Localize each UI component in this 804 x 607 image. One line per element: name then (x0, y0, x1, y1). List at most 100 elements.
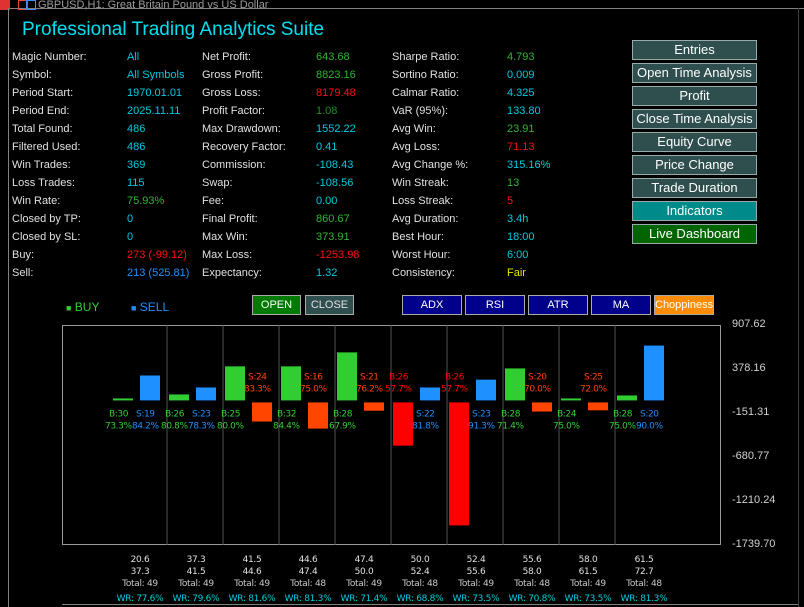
stat-label: Avg Loss: (392, 141, 441, 153)
group-total-label: Total: 48 (402, 579, 438, 589)
stat-value: 2025.11.11 (127, 105, 181, 117)
nav-button-profit[interactable]: Profit (632, 86, 757, 106)
atr-indicator-button[interactable]: ATR (528, 295, 588, 315)
nav-button-close-time-analysis[interactable]: Close Time Analysis (632, 109, 757, 129)
rsi-indicator-button[interactable]: RSI (465, 295, 525, 315)
buy-winrate-label: 75.0% (609, 421, 636, 431)
buy-bar (281, 366, 301, 401)
sell-winrate-label: 81.8% (412, 421, 439, 431)
sell-count-label: S:23 (192, 409, 211, 419)
group-total-label: Total: 49 (178, 579, 214, 589)
range-to-label: 55.6 (466, 567, 486, 577)
nav-button-equity-curve[interactable]: Equity Curve (632, 132, 757, 152)
stat-value: 23.91 (507, 123, 535, 135)
nav-button-price-change[interactable]: Price Change (632, 155, 757, 175)
buy-winrate-label: 75.0% (553, 421, 580, 431)
stat-value: -1253.98 (316, 249, 360, 261)
stat-label: Win Streak: (392, 177, 449, 189)
stat-label: Gross Loss: (202, 87, 261, 99)
choppiness-indicator-button[interactable]: Choppiness (654, 295, 714, 315)
stat-label: Max Win: (202, 231, 248, 243)
stat-label: Win Rate: (12, 195, 61, 207)
stat-value: 133.80 (507, 105, 541, 117)
range-from-label: 58.0 (578, 555, 598, 565)
group-winrate-label: WR: 71.4% (340, 594, 388, 604)
stat-value: 8179.48 (316, 87, 356, 99)
sell-count-label: S:24 (248, 372, 267, 382)
sell-bar (252, 402, 272, 422)
adx-indicator-button[interactable]: ADX (402, 295, 462, 315)
stat-label: Closed by TP: (12, 213, 81, 225)
range-to-label: 52.4 (410, 567, 430, 577)
panel-title: Professional Trading Analytics Suite (22, 19, 325, 40)
sell-winrate-label: 83.3% (244, 384, 271, 394)
stat-label: Swap: (202, 177, 233, 189)
stat-value: 643.68 (316, 51, 350, 63)
sell-winrate-label: 84.2% (132, 421, 159, 431)
buy-bar (337, 352, 357, 401)
stat-value: 0.41 (316, 141, 338, 153)
stat-value: 1970.01.01 (127, 87, 183, 99)
range-to-label: 37.3 (130, 567, 150, 577)
range-to-label: 72.7 (634, 567, 654, 577)
nav-button-open-time-analysis[interactable]: Open Time Analysis (632, 63, 757, 83)
y-tick-label: -680.77 (732, 450, 770, 462)
group-winrate-label: WR: 79.6% (172, 594, 220, 604)
stat-value: 0 (127, 213, 134, 225)
buy-winrate-label: 80.0% (217, 421, 244, 431)
legend-buy-marker: ■ (66, 303, 72, 313)
stat-value: 213 (525.81) (127, 267, 190, 279)
stat-value: All Symbols (127, 69, 185, 81)
save-icon[interactable] (26, 0, 36, 10)
stat-value: 486 (127, 123, 146, 135)
stat-value: -108.56 (316, 177, 354, 189)
nav-button-entries[interactable]: Entries (632, 40, 757, 60)
nav-button-trade-duration[interactable]: Trade Duration (632, 178, 757, 198)
group-total-label: Total: 48 (290, 579, 326, 589)
open-mode-button[interactable]: OPEN (252, 295, 301, 315)
group-winrate-label: WR: 77.6% (116, 594, 164, 604)
group-total-label: Total: 49 (234, 579, 270, 589)
sell-count-label: S:20 (528, 372, 547, 382)
group-total-label: Total: 49 (570, 579, 606, 589)
ma-indicator-button[interactable]: MA (591, 295, 651, 315)
stat-label: Gross Profit: (202, 69, 264, 81)
nav-button-indicators[interactable]: Indicators (632, 201, 757, 221)
legend-sell-label: SELL (139, 300, 170, 314)
sell-count-label: S:22 (416, 409, 435, 419)
chart-icon[interactable] (18, 0, 28, 10)
stat-value: 1.08 (316, 105, 338, 117)
group-winrate-label: WR: 73.5% (564, 594, 612, 604)
buy-count-label: B:32 (277, 409, 296, 419)
sell-bar (532, 402, 552, 412)
bottom-divider (62, 604, 798, 605)
group-total-label: Total: 48 (514, 579, 550, 589)
range-to-label: 47.4 (298, 567, 318, 577)
stat-value: Fair (507, 267, 526, 279)
stat-label: Filtered Used: (12, 141, 81, 153)
sell-count-label: S:21 (360, 372, 379, 382)
buy-winrate-label: 67.9% (329, 421, 356, 431)
group-total-label: Total: 49 (458, 579, 494, 589)
stat-value: 4.325 (507, 87, 535, 99)
stat-label: Recovery Factor: (202, 141, 286, 153)
sell-winrate-label: 90.0% (636, 421, 663, 431)
sell-bar (364, 402, 384, 411)
buy-winrate-label: 84.4% (273, 421, 300, 431)
window-title: GBPUSD,H1: Great Britain Pound vs US Dol… (38, 0, 269, 11)
menu-icon[interactable] (0, 0, 10, 10)
range-to-label: 41.5 (186, 567, 206, 577)
sell-winrate-label: 75.0% (300, 384, 327, 394)
sell-count-label: S:23 (472, 409, 491, 419)
buy-bar (113, 398, 133, 401)
group-winrate-label: WR: 70.8% (508, 594, 556, 604)
stat-label: Final Profit: (202, 213, 258, 225)
buy-count-label: B:26 (165, 409, 185, 419)
legend-sell: ■ SELL (131, 300, 169, 314)
stat-label: Avg Duration: (392, 213, 459, 225)
sell-winrate-label: 76.2% (356, 384, 383, 394)
close-mode-button[interactable]: CLOSE (305, 295, 354, 315)
sell-bar (420, 387, 440, 401)
nav-button-live-dashboard[interactable]: Live Dashboard (632, 224, 757, 244)
sell-winrate-label: 78.3% (188, 421, 215, 431)
